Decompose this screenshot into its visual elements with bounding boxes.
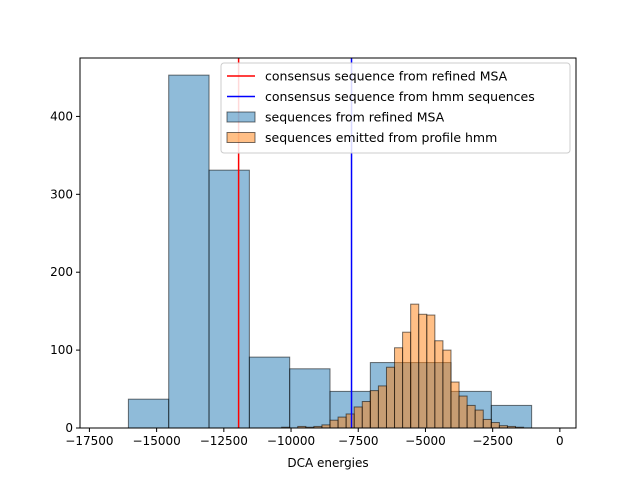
hmm-bar-18 [426,314,436,429]
y-tick-label-3: 300 [50,187,73,201]
x-axis-ticks: −17500 −15000 −12500 −10000 −7500 −5000 −2500 0 [65,428,564,448]
msa-bar-0 [127,398,170,429]
hmm-bar-15 [402,331,412,429]
legend: consensus sequence from refined MSA conse… [220,62,571,154]
hmm-bar-12 [377,385,387,429]
hmm-bar-17 [418,313,428,429]
x-tick-label-1: −15000 [133,434,181,448]
hmm-bar-22 [458,395,468,429]
x-tick-label-0: −17500 [65,434,113,448]
x-tick-label-7: 0 [556,434,564,448]
x-axis-label: DCA energies [287,456,368,470]
hmm-bar-16 [410,303,420,429]
msa-bar-4 [289,368,331,429]
legend-box [220,62,571,154]
y-tick-label-2: 200 [50,265,73,279]
x-tick-label-2: −12500 [200,434,248,448]
msa-bar-3 [248,356,291,429]
y-axis-ticks: 0 100 200 300 400 [50,109,80,435]
y-tick-label-4: 400 [50,109,73,123]
x-tick-label-3: −10000 [267,434,315,448]
legend-swatch-3 [226,132,256,143]
hmm-bar-7 [337,416,347,429]
hmm-bar-24 [474,409,484,429]
legend-label-1: consensus sequence from hmm sequences [265,89,535,104]
hmm-bar-19 [434,340,444,429]
msa-bar-2 [208,169,250,429]
hmm-bar-11 [369,390,379,429]
hmm-bar-8 [345,413,355,429]
hmm-bar-10 [361,401,371,429]
hmm-bar-21 [450,381,460,429]
legend-label-2: sequences from refined MSA [265,110,445,125]
hmm-bar-23 [466,404,476,429]
legend-swatch-2 [226,111,256,123]
plot-frame [79,57,577,429]
legend-label-3: sequences emitted from profile hmm [265,130,497,145]
hmm-bar-9 [353,406,363,429]
x-tick-label-4: −7500 [338,434,379,448]
legend-label-0: consensus sequence from refined MSA [265,69,508,84]
hmm-bar-25 [482,418,492,429]
y-tick-label-1: 100 [50,343,73,357]
hmm-bar-14 [394,347,404,429]
hmm-bar-20 [442,349,452,429]
msa-bar-1 [168,74,210,429]
hmm-bars [281,303,525,429]
hmm-bar-26 [490,422,500,429]
y-tick-label-0: 0 [65,421,73,435]
hmm-bar-6 [329,419,339,429]
x-tick-label-5: −5000 [405,434,446,448]
x-tick-label-6: −2500 [472,434,513,448]
hmm-bar-13 [385,366,396,429]
